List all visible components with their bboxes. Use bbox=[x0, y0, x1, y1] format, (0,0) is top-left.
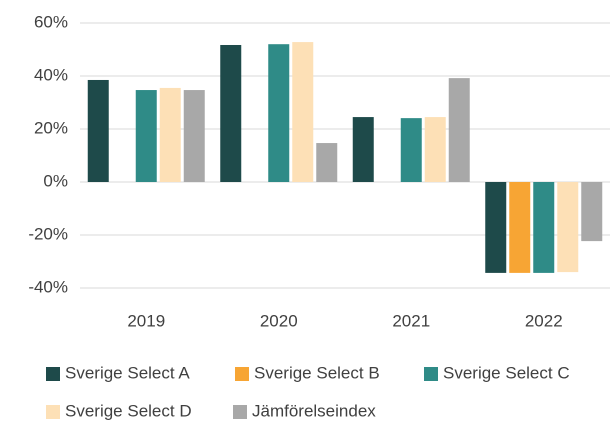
legend-label: Sverige Select A bbox=[65, 363, 190, 382]
x-tick-label: 2022 bbox=[525, 311, 563, 330]
bar bbox=[424, 117, 446, 182]
bar bbox=[448, 78, 470, 182]
legend-swatch bbox=[424, 367, 438, 381]
x-tick-label: 2021 bbox=[392, 311, 430, 330]
bar bbox=[220, 44, 242, 183]
bar bbox=[183, 90, 205, 182]
bar bbox=[581, 182, 603, 242]
bar bbox=[159, 87, 181, 182]
bar bbox=[87, 79, 109, 182]
legend-label: Sverige Select C bbox=[443, 363, 570, 382]
bar bbox=[533, 182, 555, 273]
legend-swatch bbox=[233, 405, 247, 419]
y-tick-label: 60% bbox=[34, 12, 68, 31]
bar bbox=[557, 182, 579, 273]
y-tick-label: 20% bbox=[34, 118, 68, 137]
x-tick-label: 2019 bbox=[127, 311, 165, 330]
y-tick-label: -20% bbox=[28, 224, 68, 243]
bar bbox=[268, 44, 290, 183]
legend-swatch bbox=[46, 367, 60, 381]
bar bbox=[316, 143, 338, 182]
legend-swatch bbox=[235, 367, 249, 381]
legend-label: Jämförelseindex bbox=[252, 401, 376, 420]
y-tick-label: -40% bbox=[28, 277, 68, 296]
legend-label: Sverige Select D bbox=[65, 401, 192, 420]
bar bbox=[352, 117, 374, 182]
y-tick-label: 40% bbox=[34, 65, 68, 84]
bar bbox=[485, 182, 507, 273]
bar bbox=[135, 90, 157, 182]
bar bbox=[292, 42, 314, 182]
bar bbox=[400, 118, 422, 182]
legend-label: Sverige Select B bbox=[254, 363, 380, 382]
bar bbox=[509, 182, 531, 273]
x-tick-label: 2020 bbox=[260, 311, 298, 330]
legend-swatch bbox=[46, 405, 60, 419]
y-tick-label: 0% bbox=[43, 171, 68, 190]
